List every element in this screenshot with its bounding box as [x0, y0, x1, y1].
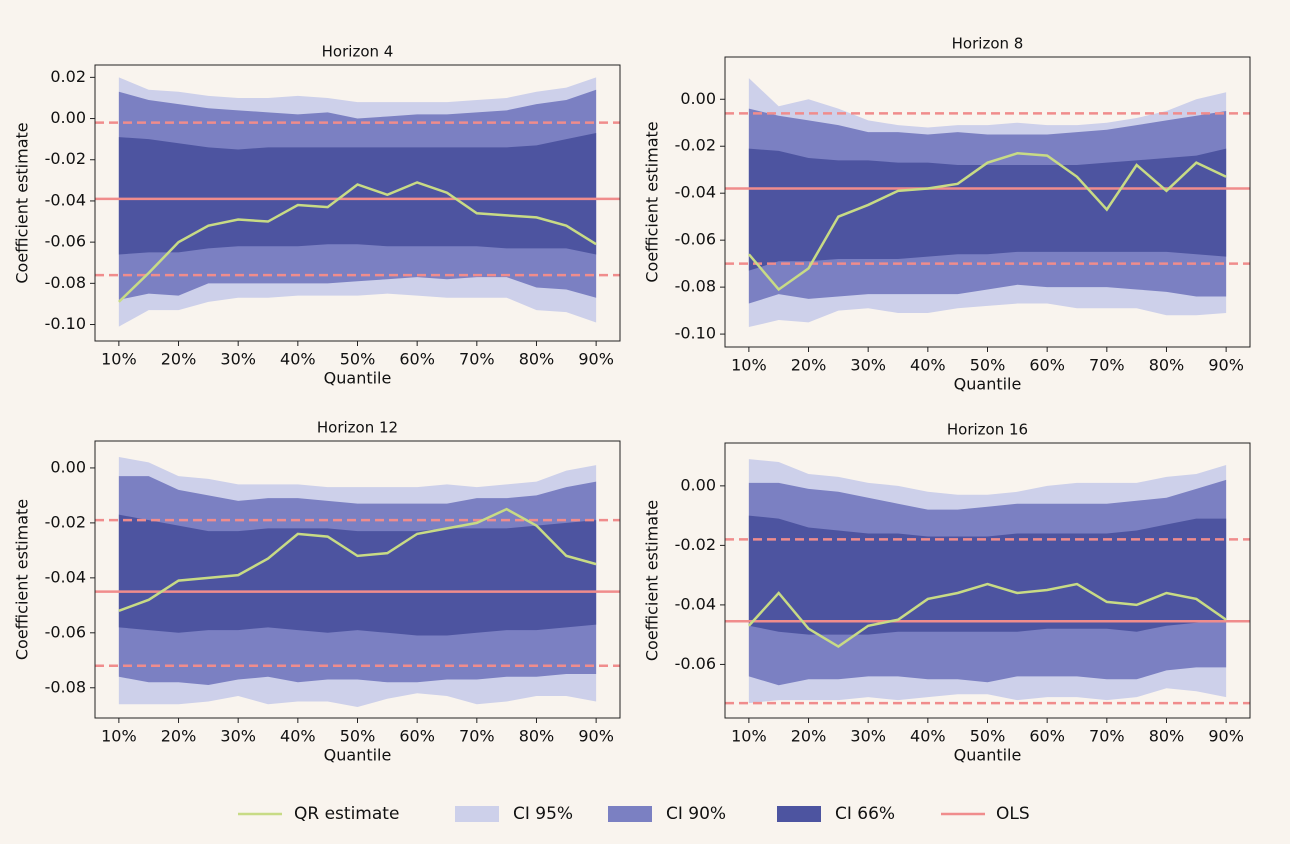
- y-tick-label: -0.08: [675, 277, 716, 296]
- subplot: 10% 20% 30% 40% 50% 60% 70% 80% 90% 0.00 -0.02 -0.0…: [643, 35, 1251, 394]
- x-tick-label: 90%: [1208, 727, 1244, 746]
- y-tick-label: 0.00: [50, 108, 86, 127]
- plot-area: [725, 78, 1250, 328]
- legend-label: OLS: [996, 804, 1030, 824]
- x-axis-label: Quantile: [954, 375, 1022, 394]
- y-tick-label: -0.06: [675, 230, 716, 249]
- legend-label: CI 95%: [513, 804, 573, 824]
- y-tick-label: 0.00: [50, 457, 86, 476]
- y-tick-label: -0.02: [675, 535, 716, 554]
- x-tick-label: 30%: [220, 350, 256, 369]
- x-tick-label: 20%: [791, 356, 827, 375]
- x-tick-label: 10%: [731, 727, 767, 746]
- y-axis-label: Coefficient estimate: [13, 499, 32, 660]
- subplot-title: Horizon 4: [322, 43, 394, 61]
- x-tick-label: 20%: [161, 727, 197, 746]
- y-axis-label: Coefficient estimate: [13, 122, 32, 283]
- x-tick-label: 10%: [101, 350, 137, 369]
- subplot-title: Horizon 8: [952, 35, 1024, 53]
- y-tick-label: -0.10: [45, 314, 86, 333]
- y-axis-label: Coefficient estimate: [643, 121, 662, 282]
- subplot: 10% 20% 30% 40% 50% 60% 70% 80% 90% 0.02 0.00 -0.02…: [13, 43, 621, 388]
- y-tick-label: 0.00: [680, 475, 716, 494]
- x-tick-label: 10%: [731, 356, 767, 375]
- legend-label: QR estimate: [294, 804, 399, 824]
- x-axis-label: Quantile: [954, 746, 1022, 765]
- y-axis-label: Coefficient estimate: [643, 500, 662, 661]
- x-tick-label: 70%: [1089, 727, 1125, 746]
- legend-swatch: [455, 806, 499, 822]
- x-tick-label: 20%: [161, 350, 197, 369]
- y-tick-label: -0.08: [45, 273, 86, 292]
- y-tick-label: -0.02: [675, 136, 716, 155]
- qr-line: [117, 181, 597, 303]
- legend-swatch: [608, 806, 652, 822]
- x-tick-label: 50%: [970, 727, 1006, 746]
- y-tick-label: -0.02: [45, 149, 86, 168]
- qr-line: [747, 582, 1227, 649]
- x-tick-label: 90%: [578, 350, 614, 369]
- legend: QR estimate CI 95% CI 90% CI 66% OLS: [238, 804, 1030, 824]
- y-tick-label: -0.04: [45, 190, 86, 209]
- legend-label: CI 66%: [835, 804, 895, 824]
- x-tick-label: 20%: [791, 727, 827, 746]
- x-tick-label: 70%: [1089, 356, 1125, 375]
- ci-band: [118, 514, 597, 636]
- ci-band: [118, 132, 597, 255]
- x-tick-label: 60%: [1029, 356, 1065, 375]
- x-axis-label: Quantile: [324, 369, 392, 388]
- qr-line: [747, 152, 1227, 292]
- x-tick-label: 60%: [1029, 727, 1065, 746]
- ci-band: [748, 515, 1227, 635]
- x-tick-label: 50%: [340, 350, 376, 369]
- x-tick-label: 50%: [970, 356, 1006, 375]
- y-tick-label: -0.04: [675, 183, 716, 202]
- y-tick-label: 0.00: [680, 89, 716, 108]
- x-tick-label: 90%: [1208, 356, 1244, 375]
- x-tick-label: 10%: [101, 727, 137, 746]
- subplot-title: Horizon 12: [317, 419, 398, 437]
- x-axis-label: Quantile: [324, 746, 392, 765]
- x-tick-label: 40%: [280, 727, 316, 746]
- y-tick-label: -0.08: [45, 677, 86, 696]
- ci-band: [748, 148, 1227, 271]
- x-tick-label: 80%: [519, 727, 555, 746]
- x-tick-label: 30%: [850, 356, 886, 375]
- x-tick-label: 40%: [910, 356, 946, 375]
- y-tick-label: -0.02: [45, 512, 86, 531]
- plot-area: [725, 459, 1250, 705]
- x-tick-label: 60%: [399, 727, 435, 746]
- x-tick-label: 80%: [1149, 727, 1185, 746]
- x-tick-label: 70%: [459, 350, 495, 369]
- x-tick-label: 80%: [519, 350, 555, 369]
- y-tick-label: -0.06: [45, 232, 86, 251]
- y-tick-label: -0.06: [45, 622, 86, 641]
- plot-area: [95, 456, 620, 708]
- x-tick-label: 70%: [459, 727, 495, 746]
- y-tick-label: -0.06: [675, 654, 716, 673]
- subplot: 10% 20% 30% 40% 50% 60% 70% 80% 90% 0.00 -0.02 -0.0…: [13, 419, 621, 765]
- subplot-title: Horizon 16: [947, 421, 1028, 439]
- subplot: 10% 20% 30% 40% 50% 60% 70% 80% 90% 0.00 -0.02 -0.0…: [643, 421, 1251, 765]
- plot-area: [95, 77, 620, 327]
- legend-label: CI 90%: [666, 804, 726, 824]
- y-tick-label: -0.10: [675, 324, 716, 343]
- x-tick-label: 40%: [280, 350, 316, 369]
- x-tick-label: 50%: [340, 727, 376, 746]
- x-tick-label: 60%: [399, 350, 435, 369]
- x-tick-label: 80%: [1149, 356, 1185, 375]
- x-tick-label: 90%: [578, 727, 614, 746]
- qr-line: [118, 507, 597, 612]
- y-tick-label: -0.04: [675, 594, 716, 613]
- y-tick-label: 0.02: [50, 67, 86, 86]
- legend-swatch: [777, 806, 821, 822]
- y-tick-label: -0.04: [45, 567, 86, 586]
- x-tick-label: 30%: [220, 727, 256, 746]
- x-tick-label: 40%: [910, 727, 946, 746]
- x-tick-label: 30%: [850, 727, 886, 746]
